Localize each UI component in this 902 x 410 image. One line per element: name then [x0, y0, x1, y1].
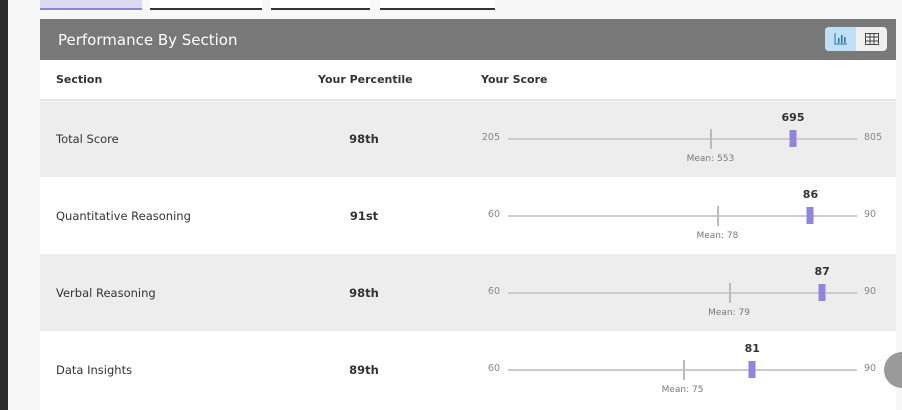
scale-max: 90	[864, 363, 877, 374]
score-marker	[748, 361, 756, 378]
mean-label: Mean: 78	[696, 231, 739, 241]
score-value: 87	[814, 265, 830, 278]
score-track: Mean: 75 81	[508, 342, 857, 395]
col-section: Section	[56, 73, 103, 86]
table-header: Section Your Percentile Your Score	[40, 60, 896, 100]
mean-tick	[710, 129, 713, 149]
tab-4[interactable]	[380, 0, 495, 10]
mean-label: Mean: 75	[661, 385, 704, 395]
score-track: Mean: 553 695	[508, 111, 857, 164]
percentile: 89th	[349, 363, 379, 377]
scale-max: 90	[864, 286, 877, 297]
mean-label: Mean: 553	[686, 154, 735, 164]
section-name: Total Score	[56, 132, 119, 146]
scale-min: 60	[487, 209, 500, 220]
score-value: 81	[744, 342, 760, 355]
table-icon	[864, 33, 879, 45]
tab-2[interactable]	[150, 0, 262, 10]
scale-max: 805	[864, 132, 883, 143]
score-marker	[789, 130, 797, 147]
percentile: 98th	[349, 132, 379, 146]
score-marker	[818, 284, 826, 301]
score-value: 86	[802, 188, 819, 201]
scale-max: 90	[864, 209, 877, 220]
scale-min: 60	[487, 286, 500, 297]
scroll-to-top-button[interactable]	[884, 352, 902, 388]
table-row: Quantitative Reasoning 91st 60 90 Mean: …	[40, 177, 896, 254]
tab-1[interactable]	[40, 0, 142, 10]
view-toggle	[825, 27, 887, 51]
mean-label: Mean: 79	[708, 308, 750, 318]
mean-tick	[729, 283, 732, 303]
section-name: Quantitative Reasoning	[56, 209, 191, 223]
scale-min: 60	[487, 363, 500, 374]
bar-chart-icon	[834, 33, 847, 45]
table-row: Data Insights 89th 60 90 Mean: 75 81	[40, 331, 896, 408]
score-track: Mean: 79 87	[508, 265, 857, 318]
percentile: 98th	[349, 286, 379, 300]
section-name: Verbal Reasoning	[56, 286, 156, 300]
table-row: Total Score 98th 205 805 Mean: 553 695	[40, 100, 896, 177]
mean-tick	[682, 360, 685, 380]
tab-3[interactable]	[271, 0, 370, 10]
col-score: Your Score	[481, 73, 548, 86]
percentile: 91st	[349, 209, 379, 223]
score-track: Mean: 78 86	[508, 188, 857, 241]
window-edge	[0, 0, 8, 410]
col-percentile: Your Percentile	[318, 73, 413, 86]
score-value: 695	[781, 111, 805, 124]
mean-tick	[717, 206, 720, 226]
card-title: Performance By Section	[58, 30, 238, 49]
performance-card: Performance By Section Section Your Perc…	[40, 19, 896, 410]
scale-min: 205	[481, 132, 500, 143]
score-marker	[806, 207, 814, 224]
card-header: Performance By Section	[40, 19, 896, 60]
table-view-button[interactable]	[856, 27, 887, 51]
table-row: Verbal Reasoning 98th 60 90 Mean: 79 87	[40, 254, 896, 331]
chart-view-button[interactable]	[825, 27, 856, 51]
section-name: Data Insights	[56, 363, 133, 377]
